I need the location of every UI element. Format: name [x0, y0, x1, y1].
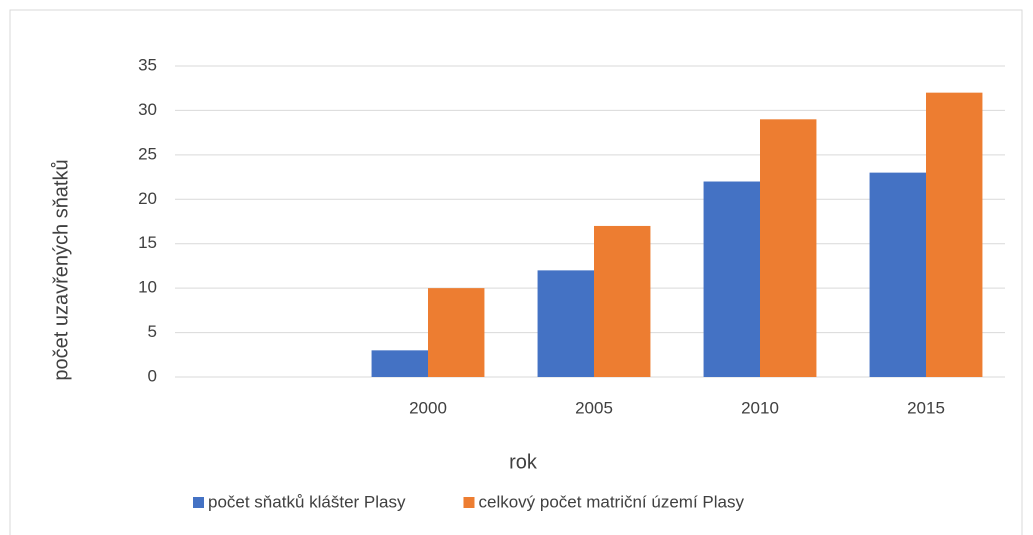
y-tick-label: 10 — [138, 278, 157, 297]
y-axis-title: počet uzavřených sňatků — [50, 159, 72, 380]
y-tick-label: 35 — [138, 55, 157, 74]
bar — [371, 350, 428, 377]
x-tick-label: 2005 — [575, 398, 613, 417]
chart-border — [9, 9, 1023, 535]
bar — [926, 92, 983, 378]
bar — [869, 172, 926, 377]
y-tick-label: 5 — [148, 322, 157, 341]
y-tick-label: 25 — [138, 144, 157, 163]
y-tick-label: 30 — [138, 100, 157, 119]
y-tick-label: 0 — [148, 366, 157, 385]
y-tick-label: 15 — [138, 233, 157, 252]
legend-label: počet sňatků klášter Plasy — [208, 492, 406, 511]
legend-swatch — [463, 497, 475, 508]
x-axis-title: rok — [509, 451, 538, 473]
bar — [760, 119, 817, 378]
legend-swatch — [193, 497, 204, 508]
y-tick-label: 20 — [138, 189, 157, 208]
bar — [703, 181, 760, 377]
legend-label: celkový počet matriční území Plasy — [478, 492, 744, 511]
x-tick-label: 2010 — [741, 398, 779, 417]
x-tick-label: 2015 — [907, 398, 945, 417]
bar — [428, 288, 485, 377]
bar — [594, 225, 651, 377]
bar — [537, 270, 594, 377]
x-tick-label: 2000 — [409, 398, 447, 417]
